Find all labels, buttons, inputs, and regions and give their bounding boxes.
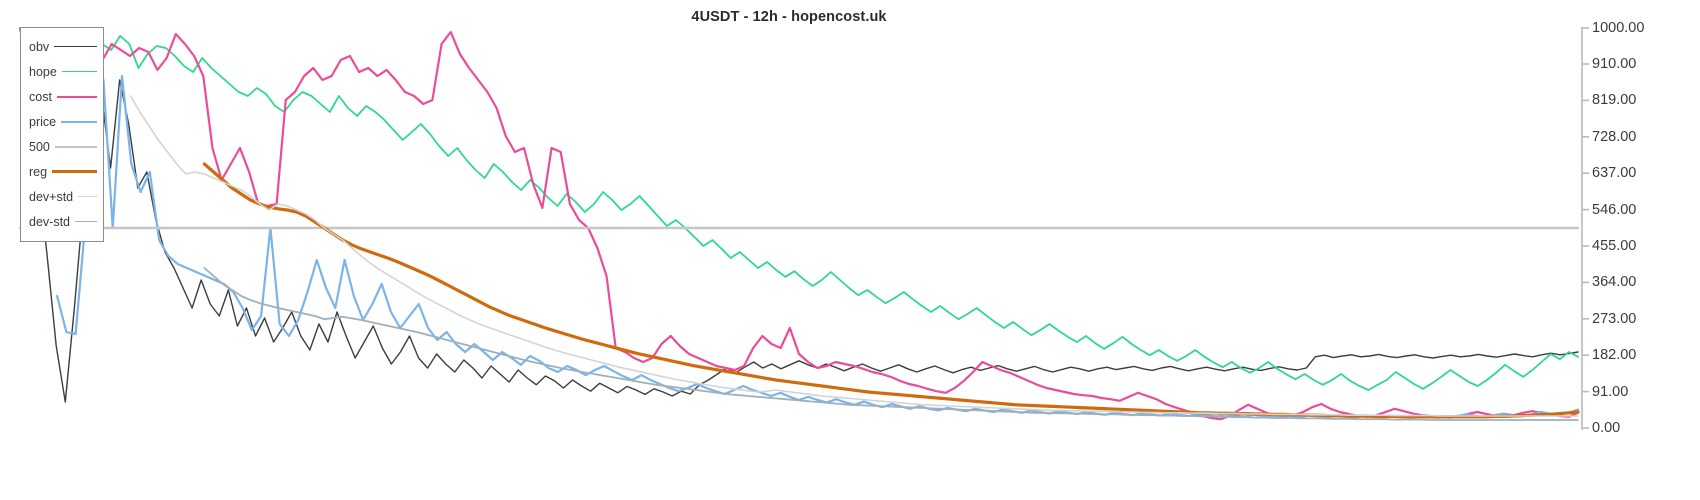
y-axis-tick-label: 364.00 [1592, 274, 1637, 291]
legend-item-label: dev+std [29, 189, 74, 204]
legend-color-swatch [52, 170, 97, 173]
page-title: 4USDT - 12h - hopencost.uk [691, 9, 887, 25]
legend-item-cost[interactable]: cost [21, 84, 103, 109]
legend-item-label: reg [29, 164, 48, 179]
legend-item-label: price [29, 114, 57, 129]
y-axis-tick-label: 910.00 [1592, 56, 1637, 72]
legend-item-obv[interactable]: obv [21, 34, 103, 59]
y-axis-tick-label: 1000.00 [1592, 20, 1645, 36]
y-axis-tick-label: 0.00 [1592, 420, 1621, 436]
y-axis-tick-label: 182.00 [1592, 347, 1637, 364]
series-line-obv [19, 27, 1579, 403]
y-axis-tick-label: 546.00 [1592, 201, 1637, 218]
legend-item-label: cost [29, 89, 52, 104]
legend-color-swatch [56, 95, 97, 98]
legend-item-500[interactable]: 500 [21, 134, 103, 159]
series-line-dev-std [203, 267, 1579, 421]
y-axis-tick-label: 819.00 [1592, 92, 1637, 109]
legend-color-swatch [61, 71, 97, 72]
series-line-cost [83, 30, 1580, 421]
chart-legend: obv hope cost price 500 reg dev+std dev-std [20, 27, 104, 242]
series-line-price [55, 74, 1580, 419]
legend-item-price[interactable]: price [21, 109, 103, 134]
legend-item-label: 500 [29, 139, 50, 154]
y-axis-tick-labels: 0.00 91.00 182.00 273.00 364.00 455.00 546.00 6… [1592, 0, 1700, 500]
legend-item-label: hope [29, 64, 57, 79]
y-axis-tick-label: 91.00 [1592, 383, 1629, 400]
legend-item-label: dev-std [29, 214, 70, 229]
legend-item-dev-std[interactable]: dev-std [21, 209, 103, 234]
y-axis-tick-label: 273.00 [1592, 310, 1637, 327]
series-line-hope [101, 35, 1579, 391]
series-line-dev-std [129, 95, 1579, 417]
legend-color-swatch [75, 221, 97, 222]
y-axis-tick-label: 455.00 [1592, 238, 1637, 254]
y-axis-tick-label: 637.00 [1592, 165, 1637, 182]
legend-item-reg[interactable]: reg [21, 159, 103, 184]
legend-color-swatch [54, 145, 97, 148]
legend-color-swatch [78, 196, 97, 197]
legend-item-label: obv [29, 39, 50, 54]
y-axis-tick-label: 728.00 [1592, 128, 1637, 145]
legend-color-swatch [54, 46, 97, 47]
legend-item-dev-std[interactable]: dev+std [21, 184, 103, 209]
legend-item-hope[interactable]: hope [21, 59, 103, 84]
legend-color-swatch [61, 120, 97, 123]
series-line-reg [202, 162, 1580, 419]
